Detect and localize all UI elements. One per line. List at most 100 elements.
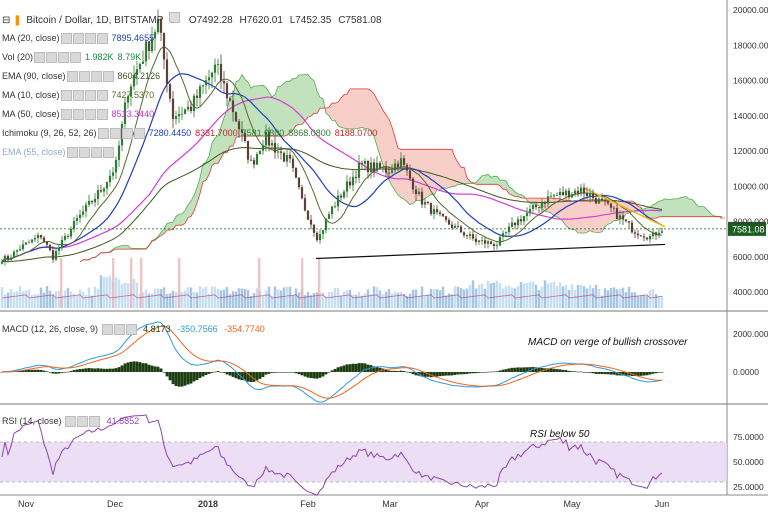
settings-icon[interactable] [78, 71, 90, 83]
macd-histogram-bar [597, 372, 601, 374]
candle-body [483, 240, 487, 244]
settings-icon[interactable] [72, 33, 84, 45]
candle-body [144, 41, 148, 62]
candle-body [288, 155, 292, 159]
eye-icon[interactable] [97, 128, 109, 140]
macd-histogram-bar [258, 372, 262, 379]
candle-body [423, 202, 427, 205]
macd-histogram-bar [441, 372, 445, 376]
volume-bar [615, 289, 619, 308]
macd-histogram-bar [621, 372, 625, 376]
macd-histogram-bar [336, 367, 340, 372]
volume-bar [363, 293, 367, 308]
collapse-icon[interactable]: ⊟ [2, 15, 11, 26]
candle-body [18, 249, 22, 251]
ichimoku-cloud-segment [722, 216, 725, 220]
macd-histogram-bar [510, 367, 514, 372]
volume-bar [504, 286, 508, 308]
ichimoku-cloud-segment [698, 206, 701, 217]
volume-bar [27, 289, 31, 308]
volume-bar [288, 286, 292, 308]
candle-body [183, 109, 187, 114]
settings-icon[interactable] [109, 128, 121, 140]
ichimoku-cloud-segment [302, 74, 305, 125]
ichimoku-cloud-segment [194, 187, 197, 211]
macd-histogram-bar [468, 372, 472, 374]
candle-body [504, 232, 508, 234]
macd-histogram-bar [339, 366, 343, 372]
ichimoku-cloud-segment [401, 149, 404, 200]
settings-icon[interactable] [78, 147, 90, 159]
candle-body [87, 200, 91, 205]
close-icon[interactable] [125, 324, 137, 336]
eye-icon[interactable] [60, 109, 72, 121]
candle-body [195, 95, 199, 98]
eye-icon[interactable] [34, 52, 46, 64]
indicator-row: MA (10, close) 7427.5370 [2, 90, 154, 102]
add-icon[interactable] [121, 128, 133, 140]
candle-body [39, 234, 43, 238]
settings-icon[interactable] [72, 109, 84, 121]
settings-icon[interactable] [113, 324, 125, 336]
price-tick-label: 8000.0000 [733, 217, 768, 227]
close-icon[interactable] [133, 128, 145, 140]
add-icon[interactable] [84, 109, 96, 121]
add-icon[interactable] [90, 147, 102, 159]
volume-bar [321, 292, 325, 308]
candle-body [642, 236, 646, 238]
indicator-label: Ichimoku (9, 26, 52, 26) [2, 128, 97, 138]
close-icon[interactable] [70, 52, 82, 64]
macd-histogram-bar [522, 367, 526, 372]
macd-histogram-bar [78, 369, 82, 372]
volume-bar [462, 289, 466, 308]
volume-bar [90, 295, 94, 308]
close-icon[interactable] [102, 147, 114, 159]
ichimoku-cloud-segment [569, 200, 572, 230]
add-icon[interactable] [58, 52, 70, 64]
header-eye-icon[interactable] [169, 12, 181, 23]
close-icon[interactable] [96, 109, 108, 121]
eye-icon[interactable] [101, 324, 113, 336]
macd-histogram-bar [420, 372, 424, 377]
volume-bar [30, 294, 34, 308]
eye-icon[interactable] [65, 416, 77, 428]
ichimoku-cloud-segment [452, 149, 455, 187]
candle-body [609, 203, 613, 208]
close-icon[interactable] [102, 71, 114, 83]
candle-body [357, 162, 361, 178]
close-icon[interactable] [96, 33, 108, 45]
candle-body [129, 86, 133, 97]
add-icon[interactable] [90, 71, 102, 83]
eye-icon[interactable] [60, 33, 72, 45]
ichimoku-cloud-segment [566, 200, 569, 229]
macd-histogram-bar [501, 369, 505, 372]
candle-body [216, 63, 220, 65]
macd-histogram-bar [147, 364, 151, 372]
settings-icon[interactable] [46, 52, 58, 64]
indicator-label: MA (20, close) [2, 33, 60, 43]
volume-bar [339, 295, 343, 308]
add-icon[interactable] [84, 33, 96, 45]
candle-body [198, 86, 202, 98]
volume-bar [141, 292, 145, 308]
volume-bar [12, 291, 16, 308]
settings-icon[interactable] [77, 416, 89, 428]
volume-bar [453, 286, 457, 308]
close-icon[interactable] [96, 90, 108, 102]
macd-histogram-bar [348, 364, 352, 372]
volume-bar [402, 294, 406, 308]
volume-bar [78, 289, 82, 308]
macd-histogram-bar [294, 372, 298, 374]
close-icon[interactable] [89, 416, 101, 428]
volume-bar [498, 283, 502, 308]
eye-icon[interactable] [66, 147, 78, 159]
ichimoku-cloud-segment [416, 149, 419, 201]
candle-body [597, 198, 601, 204]
eye-icon[interactable] [66, 71, 78, 83]
add-icon[interactable] [84, 90, 96, 102]
eye-icon[interactable] [60, 90, 72, 102]
macd-histogram-bar [291, 372, 295, 373]
candle-body [6, 255, 10, 260]
settings-icon[interactable] [72, 90, 84, 102]
